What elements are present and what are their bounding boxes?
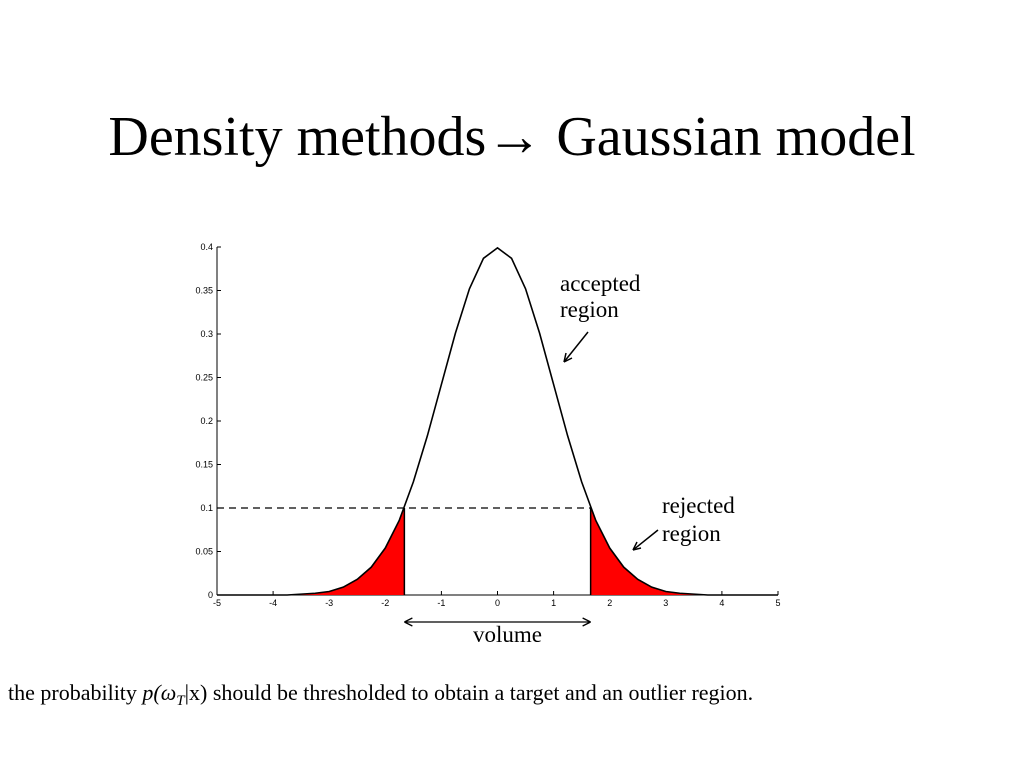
y-tick-label: 0.2 xyxy=(200,416,213,426)
y-tick-label: 0.05 xyxy=(195,547,213,557)
plot: 0 0.05 0.1 0.15 0.2 0.25 0.3 0.35 0.4 -5 -4 -3 -2 -1 0… xyxy=(195,242,780,647)
volume-label: volume xyxy=(473,622,542,647)
x-tick-label: -3 xyxy=(325,598,333,608)
x-tick-label: -1 xyxy=(437,598,445,608)
y-tick-label: 0 xyxy=(208,590,213,600)
caption: the probability p(ωT|x) should be thresh… xyxy=(8,680,753,709)
y-tick-label: 0.4 xyxy=(200,242,213,252)
accepted-label: region xyxy=(560,297,619,322)
y-tick-label: 0.1 xyxy=(200,503,213,513)
caption-text: the probability xyxy=(8,680,142,705)
caption-sub: T xyxy=(176,693,186,709)
x-tick-label: 0 xyxy=(495,598,500,608)
y-tick-label: 0.25 xyxy=(195,373,213,383)
caption-text: |x) should be thresholded to obtain a ta… xyxy=(185,680,754,705)
slide-title: Density methods→ Gaussian model xyxy=(108,106,915,168)
x-tick-label: -2 xyxy=(381,598,389,608)
x-tick-label: 2 xyxy=(607,598,612,608)
x-tick-label: -4 xyxy=(269,598,277,608)
rejected-label: rejected xyxy=(662,493,735,518)
accepted-label: accepted xyxy=(560,271,641,296)
annotation-arrows xyxy=(563,331,659,551)
rejected-label: region xyxy=(662,521,721,546)
y-tick-label: 0.35 xyxy=(195,286,213,296)
y-tick-label: 0.15 xyxy=(195,460,213,470)
x-tick-label: 4 xyxy=(719,598,724,608)
y-tick-label: 0.3 xyxy=(200,329,213,339)
x-tick-label: 5 xyxy=(775,598,780,608)
volume-arrow xyxy=(404,617,591,627)
caption-math: p(ω xyxy=(140,680,176,705)
x-tick-label: 3 xyxy=(663,598,668,608)
x-tick-label: 1 xyxy=(551,598,556,608)
x-tick-label: -5 xyxy=(213,598,221,608)
density-line xyxy=(217,246,778,596)
